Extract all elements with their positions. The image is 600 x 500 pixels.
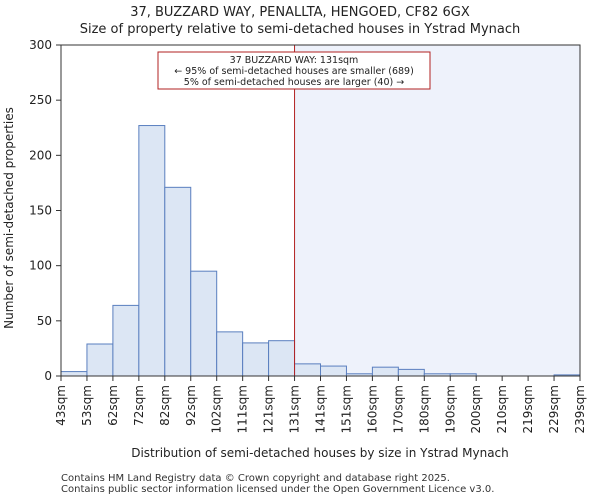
chart: 37, BUZZARD WAY, PENALLTA, HENGOED, CF82…: [2, 5, 587, 460]
bar-160sqm: [371, 366, 399, 377]
x-tick-label: 141sqm: [314, 385, 328, 433]
y-tick-label: 200: [29, 148, 52, 162]
y-tick-label: 0: [44, 369, 52, 383]
chart-title: 37, BUZZARD WAY, PENALLTA, HENGOED, CF82…: [130, 5, 470, 20]
annotation-box: [157, 51, 431, 90]
x-tick-label: 180sqm: [417, 385, 431, 433]
footer-line-1: Contains HM Land Registry data © Crown c…: [61, 473, 450, 484]
x-tick-label: 210sqm: [495, 385, 509, 433]
bar-170sqm: [397, 368, 425, 377]
x-tick-label: 190sqm: [443, 385, 457, 433]
y-tick-label: 150: [29, 204, 52, 218]
x-axis-label: Distribution of semi-detached houses by …: [131, 446, 509, 460]
x-tick-label: 170sqm: [391, 385, 405, 433]
footer-line-2: Contains public sector information licen…: [61, 484, 495, 495]
annotation-line-2: ← 95% of semi-detached houses are smalle…: [174, 66, 414, 77]
x-tick-label: 229sqm: [547, 385, 561, 433]
larger-region-highlight: [294, 45, 580, 376]
bar-43sqm: [60, 371, 88, 377]
x-tick-label: 62sqm: [106, 385, 120, 426]
y-tick-label: 250: [29, 93, 52, 107]
bar-131sqm: [294, 363, 321, 377]
x-tick-label: 82sqm: [158, 385, 172, 426]
x-tick-label: 102sqm: [210, 385, 224, 433]
bar-102sqm: [216, 331, 244, 377]
bar-111sqm: [242, 342, 270, 377]
bar-72sqm: [138, 125, 166, 377]
x-tick-label: 43sqm: [54, 385, 68, 426]
x-tick-label: 92sqm: [184, 385, 198, 426]
x-tick-label: 121sqm: [262, 385, 276, 433]
annotation-line-3: 5% of semi-detached houses are larger (4…: [184, 77, 404, 88]
x-tick-label: 72sqm: [132, 385, 146, 426]
bar-82sqm: [164, 186, 192, 377]
y-tick-label: 300: [29, 38, 52, 52]
bar-141sqm: [320, 365, 347, 377]
chart-subtitle: Size of property relative to semi-detach…: [80, 22, 521, 37]
bar-53sqm: [86, 343, 114, 377]
x-tick-label: 160sqm: [365, 385, 379, 433]
x-tick-label: 219sqm: [521, 385, 535, 433]
annotation-line-1: 37 BUZZARD WAY: 131sqm: [230, 55, 359, 66]
bar-121sqm: [268, 340, 296, 377]
x-tick-label: 151sqm: [339, 385, 353, 433]
y-tick-label: 100: [29, 259, 52, 273]
x-tick-label: 131sqm: [288, 385, 302, 433]
y-tick-label: 50: [37, 314, 52, 328]
bar-92sqm: [190, 270, 218, 377]
x-tick-label: 111sqm: [236, 385, 250, 433]
y-axis-label: Number of semi-detached properties: [2, 107, 16, 329]
plot-frame: [60, 44, 581, 377]
x-tick-label: 200sqm: [469, 385, 483, 433]
bar-62sqm: [112, 304, 140, 377]
x-tick-label: 239sqm: [573, 385, 587, 433]
x-tick-label: 53sqm: [80, 385, 94, 426]
